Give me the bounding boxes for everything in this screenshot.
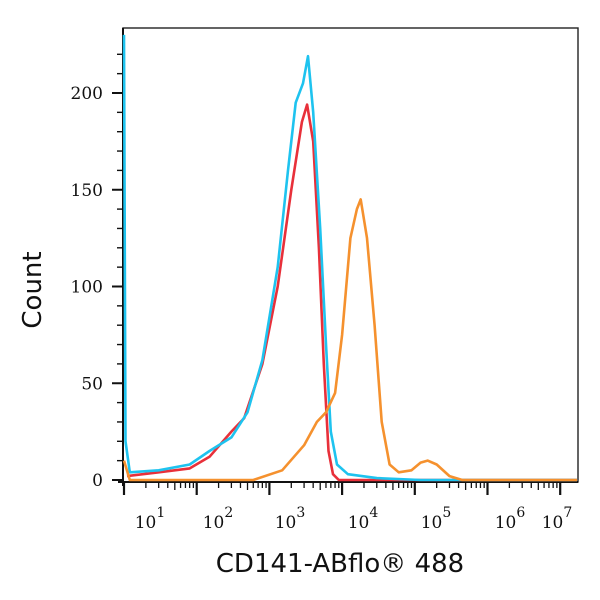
y-tick-label: 200 (71, 84, 103, 104)
y-axis: 0 50 100 150 200 (71, 28, 124, 491)
y-tick-label: 150 (71, 181, 103, 201)
x-axis: 101 102 103 104 105 106 107 (118, 481, 578, 533)
x-tick-label: 106 (495, 505, 526, 533)
y-tick-label: 100 (71, 278, 103, 298)
series-line (122, 198, 577, 482)
series-line (122, 34, 577, 482)
x-tick-label: 104 (348, 505, 379, 533)
series-layer (122, 34, 577, 482)
x-axis-title: CD141-ABflo® 488 (216, 549, 464, 579)
plot-frame (122, 27, 579, 483)
x-tick-label: 102 (203, 505, 234, 533)
y-tick-label: 50 (81, 374, 103, 394)
y-axis-title: Count (18, 251, 48, 328)
x-tick-label: 107 (542, 505, 573, 533)
x-tick-label: 101 (135, 505, 166, 533)
series-line (126, 103, 577, 482)
y-tick-label: 0 (92, 471, 103, 491)
x-tick-label: 105 (421, 505, 452, 533)
x-tick-label: 103 (275, 505, 306, 533)
